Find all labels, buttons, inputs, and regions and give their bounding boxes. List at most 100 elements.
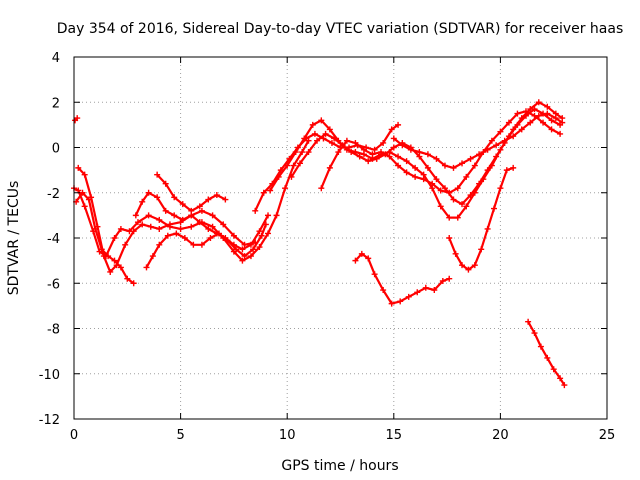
data-point: [446, 275, 453, 282]
series-arc6: [154, 171, 229, 214]
data-point: [371, 146, 378, 153]
data-point: [559, 119, 566, 126]
data-point: [209, 212, 216, 219]
data-point: [205, 196, 212, 203]
data-point: [437, 187, 444, 194]
data-point: [156, 216, 163, 223]
data-point: [107, 268, 114, 275]
data-point: [282, 185, 289, 192]
data-point: [386, 153, 393, 160]
series-arc8: [252, 121, 402, 214]
data-point: [373, 155, 380, 162]
data-point: [222, 196, 229, 203]
data-point: [326, 126, 333, 133]
data-point: [454, 185, 461, 192]
data-point: [459, 160, 466, 167]
data-point: [147, 223, 154, 230]
data-point: [292, 149, 299, 156]
data-point: [446, 189, 453, 196]
data-point: [179, 201, 186, 208]
data-point: [166, 221, 173, 228]
data-point: [484, 167, 491, 174]
data-point: [525, 318, 532, 325]
data-point: [501, 137, 508, 144]
data-point: [352, 257, 359, 264]
data-point: [265, 230, 272, 237]
data-point: [134, 219, 141, 226]
data-point: [505, 119, 512, 126]
data-point: [188, 212, 195, 219]
series-arc11: [318, 108, 564, 196]
x-tick-label: 20: [492, 428, 509, 443]
data-point: [388, 300, 395, 307]
x-tick-label: 10: [279, 428, 296, 443]
data-point: [196, 203, 203, 210]
data-point: [471, 262, 478, 269]
data-point: [267, 187, 274, 194]
data-point: [335, 149, 342, 156]
series-arc13: [352, 250, 453, 307]
data-point: [145, 189, 152, 196]
data-point: [412, 164, 419, 171]
data-point: [230, 241, 237, 248]
data-point: [326, 164, 333, 171]
data-point: [290, 162, 297, 169]
data-point: [467, 155, 474, 162]
data-point: [265, 212, 272, 219]
data-point: [397, 298, 404, 305]
axis-ticks: 0 5 10 15 20 25 -12 -10 -8 -6 -4 -2 0 2 4: [39, 51, 616, 443]
data-point: [74, 115, 81, 122]
y-tick-label: -6: [47, 277, 60, 292]
data-point: [81, 203, 88, 210]
data-point: [162, 207, 169, 214]
data-point: [209, 223, 216, 230]
data-point: [478, 246, 485, 253]
series-line: [527, 320, 566, 387]
data-point: [233, 246, 240, 253]
series-arc4: [72, 115, 81, 124]
data-point: [403, 158, 410, 165]
data-point: [544, 103, 551, 110]
data-point: [431, 287, 438, 294]
data-point: [497, 128, 504, 135]
data-point: [171, 194, 178, 201]
data-point: [309, 121, 316, 128]
series-arc14: [446, 164, 517, 273]
data-point: [452, 250, 459, 257]
data-point: [463, 173, 470, 180]
y-tick-label: -10: [39, 368, 60, 383]
data-point: [405, 293, 412, 300]
data-point: [162, 180, 169, 187]
data-point: [111, 257, 118, 264]
data-point: [503, 167, 510, 174]
data-point: [124, 275, 131, 282]
data-point: [369, 151, 376, 158]
chart-title: Day 354 of 2016, Sidereal Day-to-day VTE…: [57, 21, 624, 37]
data-point: [154, 171, 161, 178]
data-point: [550, 366, 557, 373]
x-tick-label: 5: [176, 428, 184, 443]
data-point: [454, 214, 461, 221]
data-point: [441, 162, 448, 169]
data-point: [437, 203, 444, 210]
data-point: [476, 180, 483, 187]
data-point: [497, 185, 504, 192]
data-point: [433, 176, 440, 183]
data-point: [284, 162, 291, 169]
data-point: [544, 110, 551, 117]
data-point: [311, 130, 318, 137]
data-point: [156, 225, 163, 232]
y-tick-label: 0: [52, 142, 60, 157]
data-point: [459, 262, 466, 269]
data-point: [220, 221, 227, 228]
data-point: [557, 130, 564, 137]
data-point: [365, 158, 372, 165]
series-arc7: [132, 189, 272, 253]
data-point: [414, 289, 421, 296]
data-point: [196, 219, 203, 226]
series-line: [156, 173, 227, 212]
data-point: [390, 135, 397, 142]
data-point: [260, 189, 267, 196]
data-point: [514, 110, 521, 117]
y-tick-label: -2: [47, 187, 60, 202]
